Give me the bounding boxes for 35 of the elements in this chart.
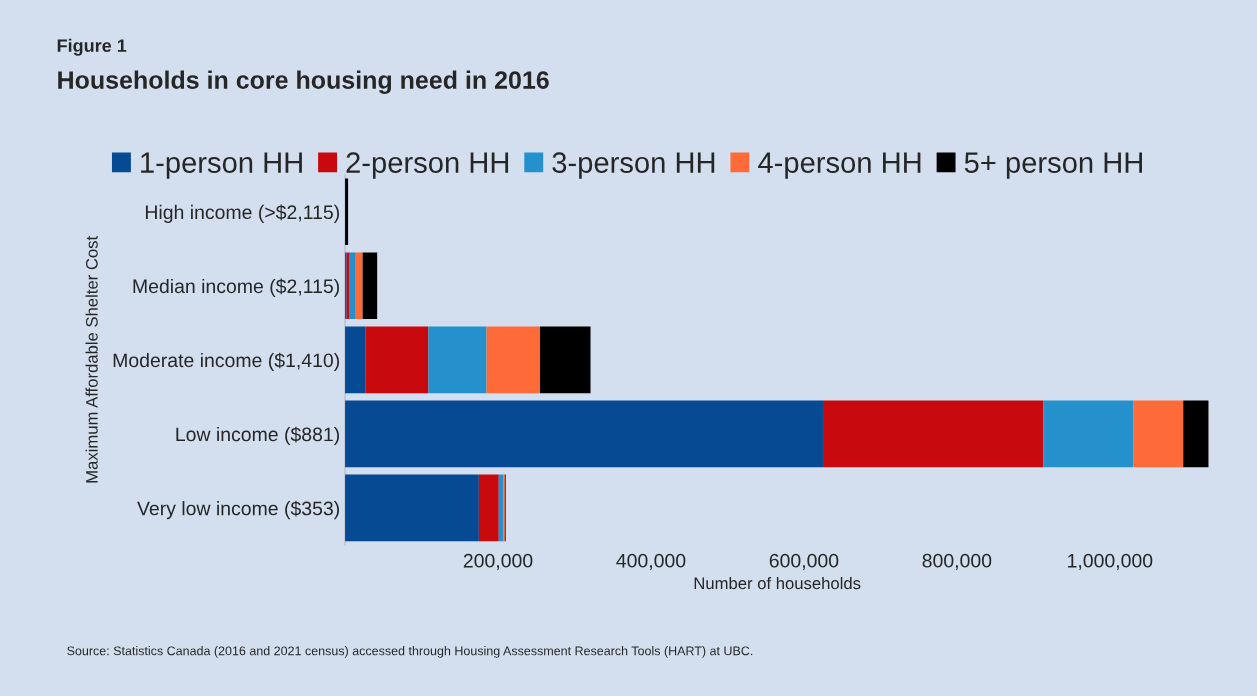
chart-title: Households in core housing need in 2016 — [58, 70, 549, 94]
legend-label: 4-person HH — [758, 152, 921, 179]
bar — [428, 326, 487, 394]
bar — [365, 326, 429, 394]
y-tick-label: Moderate income ($1,410) — [113, 352, 339, 372]
legend-label: 3-person HH — [552, 152, 715, 179]
bar — [345, 474, 479, 542]
bar — [540, 326, 591, 394]
y-tick-label: Median income ($2,115) — [133, 278, 339, 297]
x-tick-label: 600,000 — [769, 553, 839, 570]
source-note: Source: Statistics Canada (2016 and 2021 census) accessed through Housing Assessment Research Tools (HART) at UBC. — [67, 646, 753, 658]
bar — [1133, 400, 1184, 468]
bar — [823, 400, 1044, 468]
x-tick-label: 200,000 — [463, 553, 533, 570]
bar — [345, 400, 824, 468]
legend-label: 2-person HH — [346, 152, 509, 179]
y-tick-label: Very low income ($353) — [137, 500, 339, 520]
x-tick-label: 1,000,000 — [1068, 553, 1153, 570]
x-tick-label: 400,000 — [616, 553, 686, 570]
x-tick-label: 800,000 — [922, 553, 992, 570]
y-tick-label: High income (>$2,115) — [145, 204, 339, 223]
y-axis-title: Maximum Affordable Shelter Cost — [85, 235, 98, 483]
text: Figure 1 — [57, 38, 127, 56]
bar — [486, 326, 541, 394]
bar — [349, 252, 355, 320]
bar — [1183, 400, 1209, 468]
bar — [345, 326, 366, 394]
x-axis-title: Number of households — [694, 576, 861, 590]
bar — [354, 252, 363, 320]
y-tick-label: Low income ($881) — [176, 426, 339, 446]
bar — [1043, 400, 1134, 468]
legend-label: 5+ person HH — [964, 152, 1142, 179]
bar — [478, 474, 499, 542]
legend-label: 1-person HH — [141, 152, 302, 179]
bar — [362, 252, 378, 320]
